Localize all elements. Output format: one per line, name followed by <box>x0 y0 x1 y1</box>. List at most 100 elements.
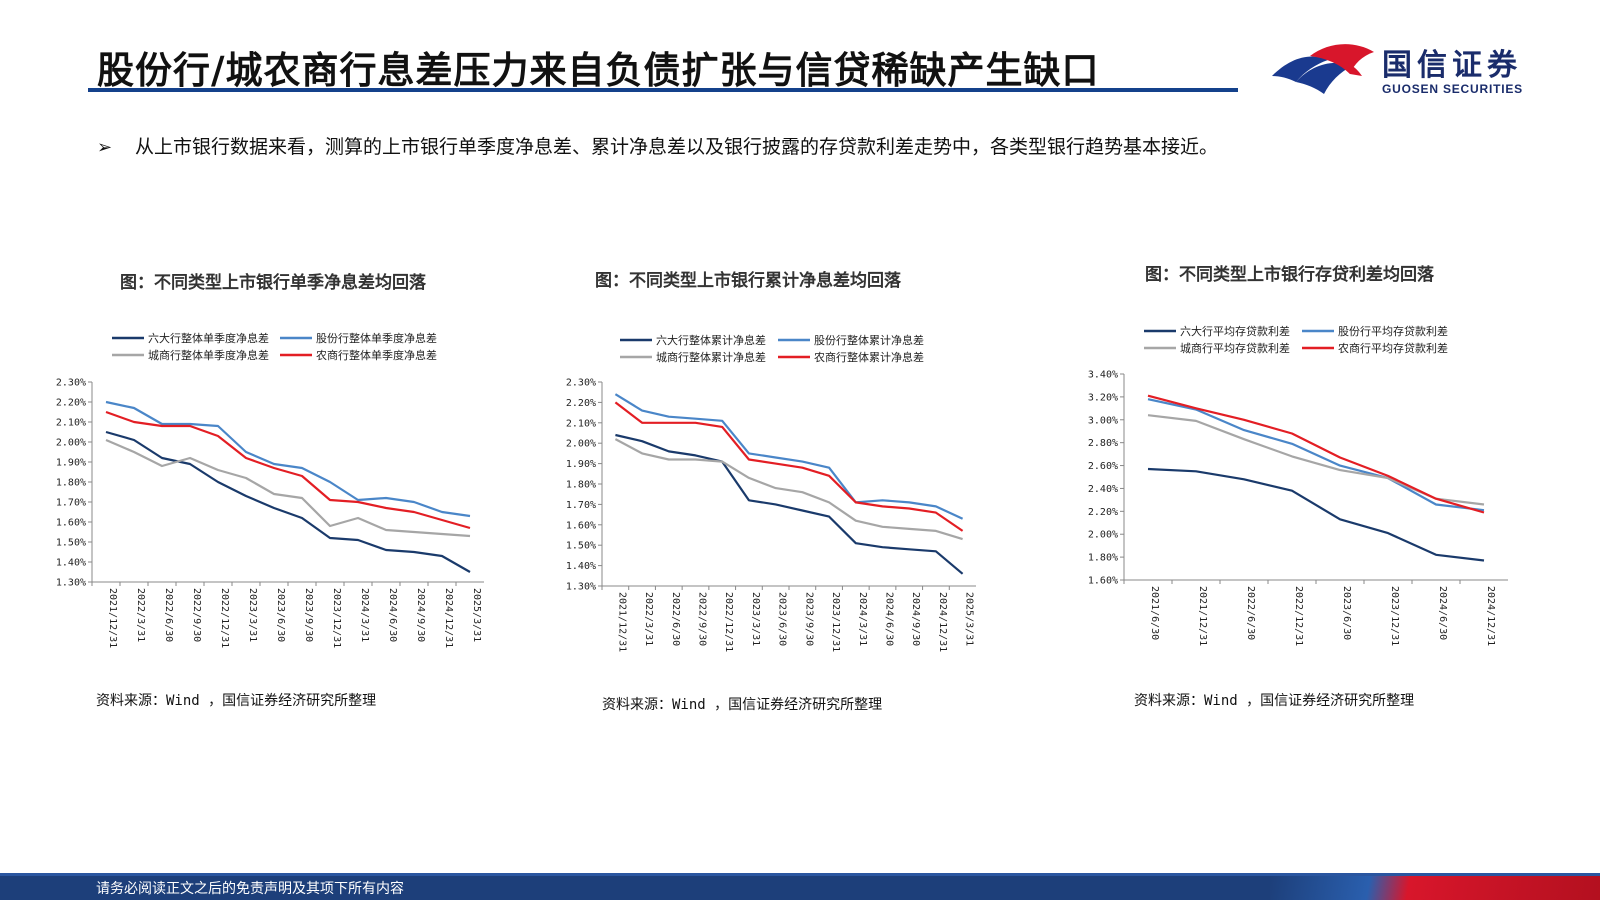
series-line-3 <box>614 438 963 541</box>
series-line-2 <box>614 393 964 520</box>
logo-english-name: GUOSEN SECURITIES <box>1382 82 1523 96</box>
x-tick-label: 2023/9/30 <box>303 588 314 642</box>
footer-stripe <box>0 873 1600 876</box>
series-line-1 <box>1147 467 1485 562</box>
x-tick-label: 2023/12/31 <box>331 588 342 648</box>
y-tick-label: 2.10% <box>566 418 596 429</box>
y-tick-label: 1.80% <box>1088 553 1118 564</box>
y-tick-label: 1.40% <box>56 558 86 569</box>
y-tick-label: 1.30% <box>566 582 596 593</box>
legend-label: 城商行平均存贷款利差 <box>1180 341 1290 355</box>
legend-label: 城商行整体累计净息差 <box>656 350 766 364</box>
legend-label: 股份行整体单季度净息差 <box>316 331 437 345</box>
x-tick-label: 2023/6/30 <box>275 588 286 642</box>
bullet-text: 从上市银行数据来看，测算的上市银行单季度净息差、累计净息差以及银行披露的存贷款利… <box>135 136 1219 158</box>
x-tick-label: 2023/9/30 <box>803 592 814 646</box>
x-tick-label: 2024/12/31 <box>1485 586 1496 646</box>
x-tick-label: 2024/3/31 <box>857 592 868 646</box>
company-logo: 国信证券 GUOSEN SECURITIES <box>1270 38 1570 98</box>
legend-label: 农商行平均存贷款利差 <box>1338 341 1448 355</box>
y-tick-label: 1.90% <box>56 458 86 469</box>
footer-accent <box>1270 876 1600 900</box>
chart-2-source: 资料来源：Wind ，国信证券经济研究所整理 <box>602 697 883 713</box>
chart-2-title: 图：不同类型上市银行累计净息差均回落 <box>595 271 901 291</box>
x-tick-label: 2024/12/31 <box>937 592 948 652</box>
x-tick-label: 2022/12/31 <box>1293 586 1304 646</box>
series-line-4 <box>105 410 471 530</box>
y-tick-label: 2.30% <box>566 378 596 389</box>
y-tick-label: 1.60% <box>1088 576 1118 587</box>
series-line-4 <box>1147 394 1485 514</box>
x-tick-label: 2022/3/31 <box>135 588 146 642</box>
y-tick-label: 1.80% <box>566 480 596 491</box>
legend-label: 农商行整体单季度净息差 <box>316 348 437 362</box>
legend-label: 农商行整体累计净息差 <box>814 350 924 364</box>
y-tick-label: 1.90% <box>566 459 596 470</box>
y-tick-label: 2.80% <box>1088 438 1118 449</box>
y-tick-label: 1.70% <box>56 498 86 509</box>
x-tick-label: 2023/12/31 <box>1389 586 1400 646</box>
x-tick-label: 2022/3/31 <box>643 592 654 646</box>
chart-1-single-quarter-nim: 1.30% 1.40% 1.50% 1.60% 1.70% 1.80% 1.90% 2.00%… <box>56 331 484 648</box>
legend-label: 城商行整体单季度净息差 <box>148 348 269 362</box>
x-tick-label: 2024/6/30 <box>387 588 398 642</box>
y-tick-label: 2.40% <box>1088 484 1118 495</box>
chart-1-title: 图：不同类型上市银行单季净息差均回落 <box>120 273 426 293</box>
x-tick-label: 2023/12/31 <box>830 592 841 652</box>
y-tick-label: 3.20% <box>1088 392 1118 403</box>
x-tick-label: 2021/12/31 <box>107 588 118 648</box>
page-title: 股份行/城农商行息差压力来自负债扩张与信贷稀缺产生缺口 <box>97 49 1100 92</box>
y-tick-label: 3.40% <box>1088 370 1118 381</box>
chart-3-deposit-loan-spread: 1.60% 1.80% 2.00% 2.20% 2.40% 2.60% 2.80% 3.00%… <box>1088 324 1508 646</box>
arrow-bullet-icon: ➢ <box>97 137 113 158</box>
y-tick-label: 1.50% <box>566 541 596 552</box>
x-tick-label: 2024/9/30 <box>415 588 426 642</box>
x-tick-label: 2024/12/31 <box>443 588 454 648</box>
y-tick-label: 1.30% <box>56 578 86 589</box>
series-line-1 <box>105 430 471 573</box>
x-tick-label: 2021/12/31 <box>616 592 627 652</box>
series-line-3 <box>1147 414 1485 506</box>
legend-label: 六大行平均存贷款利差 <box>1180 324 1290 338</box>
legend-label: 股份行整体累计净息差 <box>814 333 924 347</box>
x-tick-label: 2024/6/30 <box>884 592 895 646</box>
x-tick-label: 2022/6/30 <box>1245 586 1256 640</box>
x-tick-label: 2023/3/31 <box>750 592 761 646</box>
chart-2-cumulative-nim: 1.30% 1.40% 1.50% 1.60% 1.70% 1.80% 1.90% 2.00%… <box>566 333 976 652</box>
logo-chinese-name: 国信证券 <box>1382 48 1522 83</box>
legend-label: 六大行整体单季度净息差 <box>148 331 269 345</box>
bullet-point: ➢ 从上市银行数据来看，测算的上市银行单季度净息差、累计净息差以及银行披露的存贷款… <box>97 132 1218 159</box>
x-tick-label: 2024/9/30 <box>910 592 921 646</box>
y-tick-label: 1.50% <box>56 538 86 549</box>
x-tick-label: 2023/3/31 <box>247 588 258 642</box>
series-line-4 <box>614 401 964 532</box>
x-tick-label: 2024/3/31 <box>359 588 370 642</box>
y-tick-label: 1.80% <box>56 478 86 489</box>
x-tick-label: 2023/6/30 <box>1341 586 1352 640</box>
x-tick-label: 2022/6/30 <box>163 588 174 642</box>
series-line-1 <box>615 433 964 575</box>
x-tick-label: 2021/12/31 <box>1197 586 1208 646</box>
chart-1-source: 资料来源：Wind ，国信证券经济研究所整理 <box>96 693 377 709</box>
logo-mark-icon <box>1272 44 1374 94</box>
y-tick-label: 2.30% <box>56 378 86 389</box>
x-tick-label: 2022/6/30 <box>670 592 681 646</box>
y-tick-label: 2.00% <box>56 438 86 449</box>
footer-disclaimer: 请务必阅读正文之后的免责声明及其项下所有内容 <box>96 881 404 897</box>
y-tick-label: 2.20% <box>1088 507 1118 518</box>
y-tick-label: 2.60% <box>1088 461 1118 472</box>
x-tick-label: 2021/6/30 <box>1149 586 1160 640</box>
x-tick-label: 2022/9/30 <box>191 588 202 642</box>
x-tick-label: 2022/12/31 <box>723 592 734 652</box>
y-tick-label: 1.70% <box>566 500 596 511</box>
legend-label: 六大行整体累计净息差 <box>656 333 766 347</box>
chart-3-title: 图：不同类型上市银行存贷利差均回落 <box>1145 265 1434 285</box>
x-tick-label: 2022/12/31 <box>219 588 230 648</box>
x-tick-label: 2025/3/31 <box>964 592 975 646</box>
y-tick-label: 2.20% <box>56 398 86 409</box>
title-underline <box>88 88 1238 92</box>
chart-3-source: 资料来源：Wind ，国信证券经济研究所整理 <box>1134 693 1415 709</box>
x-tick-label: 2023/6/30 <box>777 592 788 646</box>
x-tick-label: 2024/6/30 <box>1437 586 1448 640</box>
x-tick-label: 2022/9/30 <box>697 592 708 646</box>
